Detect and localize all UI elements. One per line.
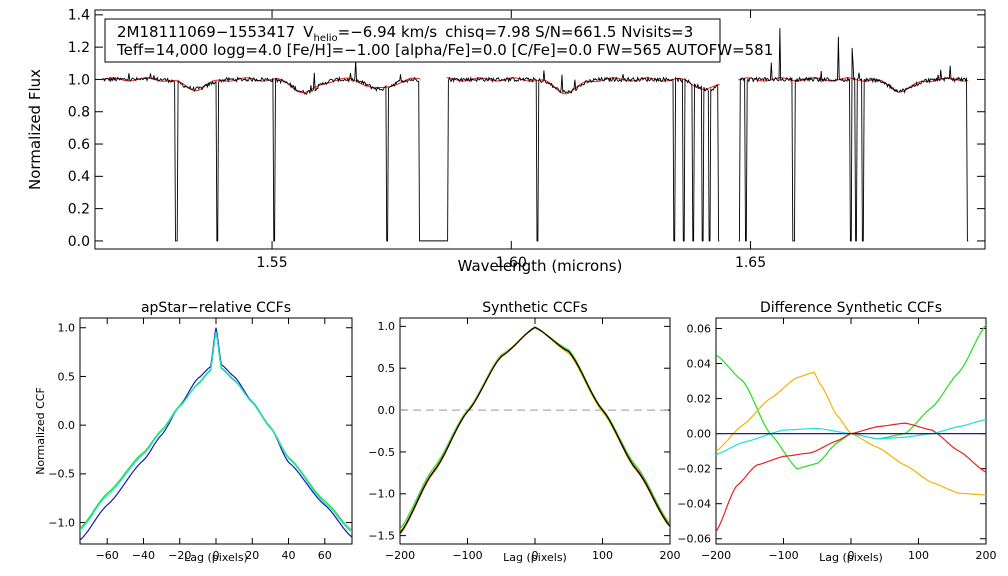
y-tick-label: 0.8 (68, 105, 90, 121)
info-line-2: Teff=14,000 logg=4.0 [Fe/H]=−1.00 [alpha… (116, 41, 773, 59)
info-line-1: 2M18111069−1553417 Vhelio=−6.94 km/s chisq… (117, 23, 693, 44)
series-line-synth-1 (400, 327, 670, 530)
x-tick-label: −60 (96, 549, 119, 562)
y-tick-label: 1.0 (58, 322, 76, 335)
y-tick-label: −1.0 (48, 516, 75, 529)
y-tick-label: −1.5 (368, 529, 395, 542)
y-tick-label: −0.02 (677, 463, 711, 476)
y-tick-label: 1.4 (68, 8, 90, 24)
y-tick-label: −0.04 (677, 498, 711, 511)
x-tick-label: 40 (282, 549, 296, 562)
x-tick-label: 0 (213, 549, 220, 562)
x-tick-label: 200 (976, 549, 997, 562)
x-tick-label: 1.65 (735, 255, 766, 271)
series-line-diff-cyan (716, 419, 986, 456)
y-tick-label: 0.00 (687, 427, 712, 440)
x-tick-label: 200 (660, 549, 681, 562)
x-tick-label: −200 (385, 549, 415, 562)
y-tick-label: −0.5 (48, 468, 75, 481)
series-line-synth-4 (400, 326, 670, 534)
y-tick-label: 0.04 (687, 357, 712, 370)
y-tick-label: 1.0 (378, 320, 396, 333)
y-tick-label: 0.06 (687, 322, 712, 335)
y-tick-label: 0.02 (687, 392, 712, 405)
x-tick-label: 20 (245, 549, 259, 562)
series-line-model (102, 77, 969, 95)
series-line-diff-orange (716, 371, 986, 496)
series-line-synth-2 (400, 326, 670, 535)
x-axis-label: Lag (pixels) (819, 551, 883, 564)
x-tick-label: −40 (132, 549, 155, 562)
plot-frame (79, 317, 353, 545)
series-line-diff-green (716, 324, 986, 470)
y-tick-label: 0.5 (378, 362, 396, 375)
series-line-observed (102, 28, 969, 242)
x-tick-label: 1.60 (496, 255, 527, 271)
x-tick-label: 60 (318, 549, 332, 562)
info-box: 2M18111069−1553417 Vhelio=−6.94 km/s chisq… (104, 18, 773, 63)
spectrum-panel: 1.55 1.60 1.65 0.0 0.2 0.4 0.6 0.8 1.0 1.2 1.4 Wave… (26, 8, 986, 275)
synthetic-ccf-panel: −200 −100 0 100 200 −1.5 −1.0 −0.5 0.0 0.5 1.0 Synt… (368, 300, 680, 564)
difference-ccf-panel: −200 −100 0 100 200 −0.06 −0.04 −0.02 0.00 0.02 0.… (677, 300, 996, 564)
y-tick-label: 1.2 (68, 40, 90, 56)
y-tick-label: 0.0 (68, 234, 90, 250)
y-axis-label: Normalized CCF (34, 387, 47, 475)
y-tick-label: 0.0 (378, 404, 396, 417)
y-tick-label: 0.0 (58, 419, 76, 432)
y-tick-label: 0.6 (68, 137, 90, 153)
y-tick-label: −0.06 (677, 533, 711, 546)
series-line-visit-2 (80, 332, 352, 531)
chart-title: apStar−relative CCFs (141, 300, 291, 316)
plot-frame (399, 317, 671, 545)
x-tick-label: −100 (452, 549, 482, 562)
y-tick-label: 0.5 (58, 370, 76, 383)
plot-frame (715, 317, 987, 545)
x-tick-label: 1.55 (256, 255, 287, 271)
y-tick-label: −0.5 (368, 446, 395, 459)
x-axis-label: Lag (pixels) (184, 551, 248, 564)
x-tick-label: 0 (848, 549, 855, 562)
y-axis-label: Normalized Flux (26, 69, 44, 190)
y-tick-label: 0.2 (68, 202, 90, 218)
chart-title: Synthetic CCFs (482, 300, 587, 316)
series-line-synth-3 (400, 326, 670, 533)
series-line-diff-red (716, 422, 986, 533)
y-tick-label: 0.4 (68, 169, 90, 185)
series-line-visit-3 (80, 331, 352, 533)
x-tick-label: 100 (908, 549, 929, 562)
plot-frame (94, 9, 986, 250)
x-tick-label: −100 (768, 549, 798, 562)
y-tick-label: −1.0 (368, 488, 395, 501)
series-line-visit-1 (80, 327, 352, 541)
info-box-frame (104, 18, 721, 63)
x-axis-label: Lag (pixels) (503, 551, 567, 564)
x-axis-label: Wavelength (microns) (458, 257, 623, 275)
apstar-ccf-panel: −60 −40 −20 0 20 40 60 −1.0 −0.5 0.0 0.5 1.0 apStar−… (34, 300, 353, 564)
chart-title: Difference Synthetic CCFs (760, 300, 942, 316)
y-tick-label: 1.0 (68, 72, 90, 88)
x-tick-label: 0 (532, 549, 539, 562)
x-tick-label: 100 (592, 549, 613, 562)
x-tick-label: −200 (701, 549, 731, 562)
x-tick-label: −20 (168, 549, 191, 562)
